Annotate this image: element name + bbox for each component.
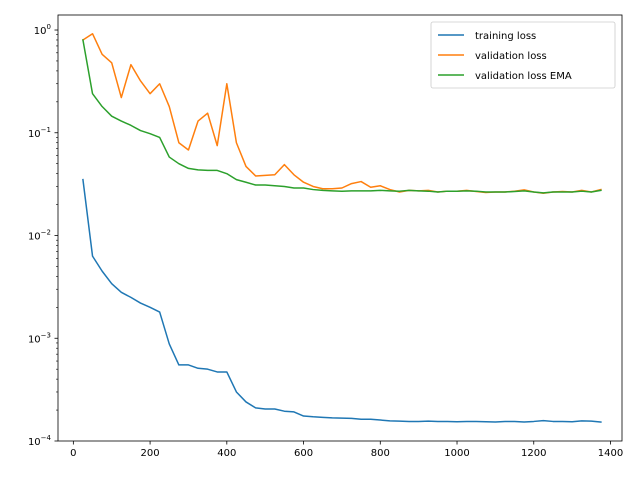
x-tick-label: 1000: [444, 448, 469, 459]
legend-label: validation loss: [475, 51, 547, 62]
x-axis: 0 200 400 600 800 1000 1200 1400: [70, 441, 623, 459]
x-tick-label: 1400: [598, 448, 623, 459]
x-tick-label: 1200: [521, 448, 546, 459]
x-tick-label: 0: [70, 448, 76, 459]
y-tick-label: 10−4: [28, 434, 52, 448]
y-tick-label: 10−3: [28, 331, 51, 345]
x-tick-label: 400: [217, 448, 236, 459]
y-tick-label: 10−2: [28, 229, 51, 243]
x-tick-label: 800: [371, 448, 390, 459]
x-tick-label: 600: [294, 448, 313, 459]
y-tick-label: 100: [34, 23, 51, 37]
y-axis: 10−4 10−3 10−2 10−1 100: [28, 23, 58, 448]
plot-frame: [57, 14, 623, 442]
series-layer: [81, 32, 602, 423]
legend: training loss validation loss validation l…: [430, 21, 616, 89]
series-line-training-loss: [82, 178, 602, 423]
legend-label: training loss: [475, 31, 536, 42]
legend-box: [430, 21, 616, 89]
legend-label: validation loss EMA: [475, 71, 572, 82]
y-tick-label: 10−1: [28, 126, 51, 140]
x-tick-label: 200: [141, 448, 160, 459]
series-line-validation-loss-ema: [82, 39, 602, 194]
